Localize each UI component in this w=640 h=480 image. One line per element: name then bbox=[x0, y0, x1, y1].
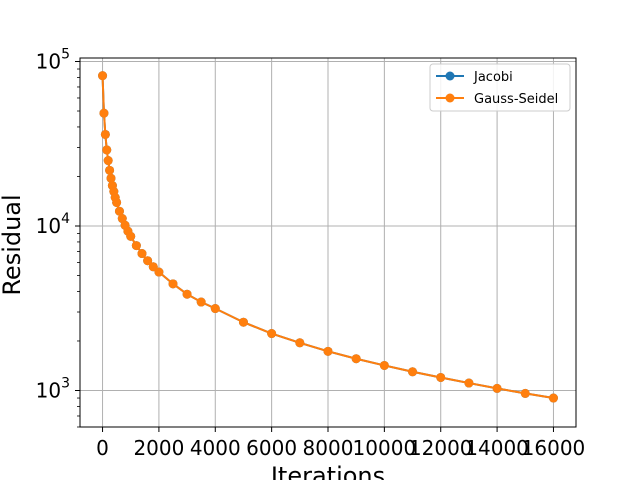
y-tick-base: 10 bbox=[36, 379, 61, 403]
legend-label: Jacobi bbox=[473, 70, 513, 85]
x-tick-label: 14000 bbox=[465, 436, 529, 460]
data-point bbox=[137, 249, 147, 259]
y-axis-label: Residual bbox=[0, 194, 26, 295]
y-tick-exponent: 3 bbox=[61, 376, 70, 392]
y-tick-base: 10 bbox=[36, 214, 61, 238]
legend-entry: Jacobi bbox=[436, 70, 513, 85]
data-point bbox=[106, 173, 116, 183]
legend: Jacobi Gauss-Seidel bbox=[429, 63, 571, 112]
data-point bbox=[154, 267, 164, 277]
x-tick-label: 4000 bbox=[190, 436, 241, 460]
legend-box bbox=[429, 63, 571, 112]
data-point bbox=[105, 165, 115, 175]
series-gauss-seidel bbox=[98, 71, 558, 403]
data-point bbox=[168, 279, 178, 289]
data-point bbox=[112, 197, 122, 207]
data-point bbox=[379, 360, 389, 370]
y-tick-base: 10 bbox=[36, 49, 61, 73]
y-tick-label: 103 bbox=[36, 376, 70, 403]
data-point bbox=[102, 145, 112, 155]
data-point bbox=[295, 338, 305, 348]
legend-marker bbox=[445, 71, 455, 81]
data-point bbox=[267, 329, 277, 339]
legend-marker bbox=[445, 93, 455, 103]
data-point bbox=[99, 108, 109, 118]
data-point bbox=[117, 214, 127, 224]
data-point bbox=[408, 367, 418, 377]
y-tick-exponent: 4 bbox=[61, 211, 70, 227]
x-tick-label: 8000 bbox=[303, 436, 354, 460]
data-point bbox=[103, 156, 113, 166]
y-tick-label: 104 bbox=[36, 211, 70, 238]
x-tick-label: 10000 bbox=[353, 436, 417, 460]
data-point bbox=[182, 289, 192, 299]
x-tick-label: 6000 bbox=[246, 436, 297, 460]
x-tick-label: 2000 bbox=[133, 436, 184, 460]
data-point bbox=[492, 383, 502, 393]
x-tick-label: 16000 bbox=[522, 436, 586, 460]
data-point bbox=[210, 304, 220, 314]
data-point bbox=[436, 372, 446, 382]
legend-entry: Gauss-Seidel bbox=[436, 92, 558, 107]
x-tick-label: 0 bbox=[96, 436, 109, 460]
legend-label: Gauss-Seidel bbox=[474, 92, 558, 107]
data-point bbox=[126, 231, 136, 241]
data-point bbox=[148, 262, 158, 272]
data-point bbox=[100, 129, 110, 139]
data-point bbox=[548, 393, 558, 403]
data-point bbox=[238, 317, 248, 327]
data-point bbox=[98, 71, 108, 81]
x-axis-label: Iterations bbox=[271, 462, 385, 480]
data-point bbox=[114, 206, 124, 216]
series-layer bbox=[98, 71, 558, 403]
y-tick-exponent: 5 bbox=[61, 46, 70, 62]
data-point bbox=[196, 297, 206, 307]
data-point bbox=[131, 241, 141, 251]
data-point bbox=[351, 354, 361, 364]
data-point bbox=[464, 378, 474, 388]
y-tick-label: 105 bbox=[36, 46, 70, 73]
data-point bbox=[143, 256, 153, 266]
data-point bbox=[323, 346, 333, 356]
data-point bbox=[520, 388, 530, 398]
x-tick-label: 12000 bbox=[409, 436, 473, 460]
